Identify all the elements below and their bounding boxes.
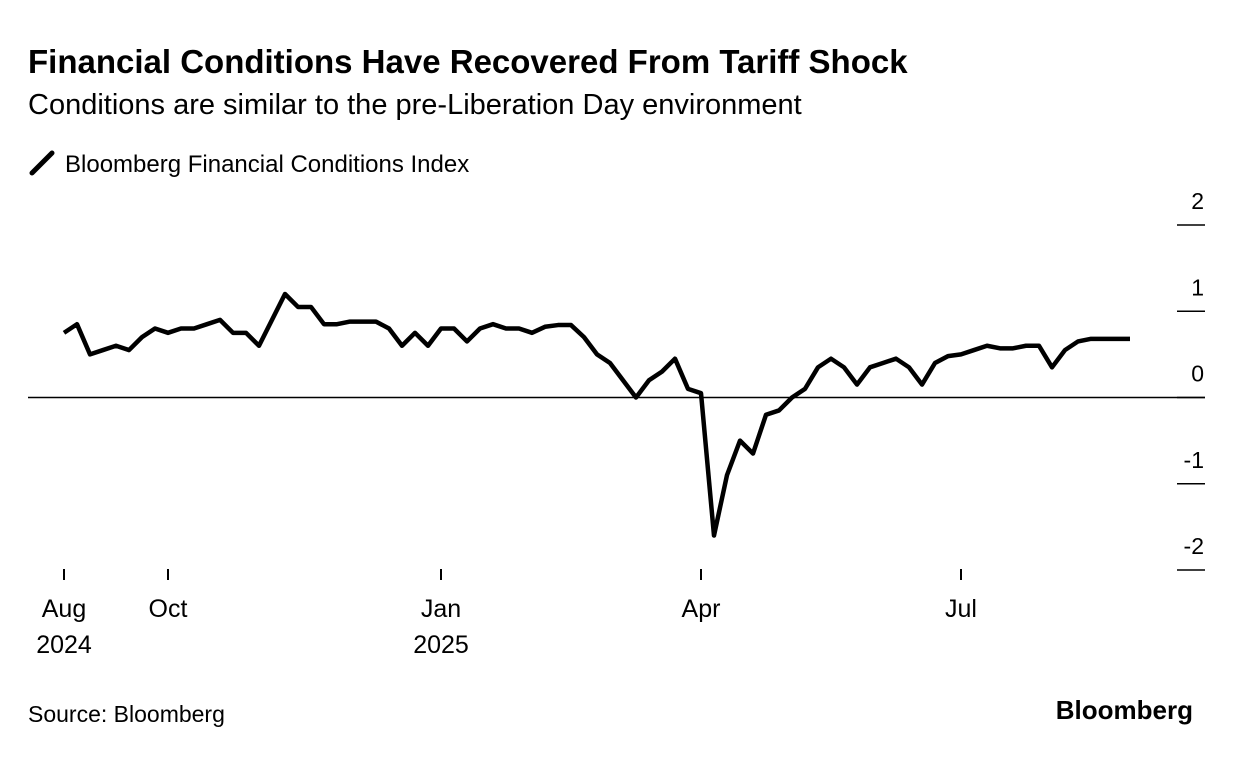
chart-subtitle: Conditions are similar to the pre-Libera… [28, 89, 802, 121]
y-tick-label: -2 [1184, 533, 1204, 559]
legend-icon [29, 150, 55, 176]
y-tick-label: 1 [1191, 274, 1204, 300]
x-tick-label: Apr [682, 595, 721, 623]
chart-title: Financial Conditions Have Recovered From… [28, 43, 908, 80]
y-tick-label: -1 [1184, 447, 1204, 473]
x-tick-label: Jul [945, 595, 977, 623]
x-tick-label: Aug 2024 [36, 595, 92, 659]
x-tick-label: Jan 2025 [413, 595, 469, 659]
brand-logo: Bloomberg [1056, 695, 1193, 725]
y-tick-label: 0 [1191, 361, 1204, 387]
legend-label: Bloomberg Financial Conditions Index [65, 151, 469, 178]
x-tick-label: Oct [149, 595, 188, 623]
y-tick-label: 2 [1191, 188, 1204, 214]
source: Source: Bloomberg [28, 701, 225, 727]
data-line [62, 291, 1130, 538]
